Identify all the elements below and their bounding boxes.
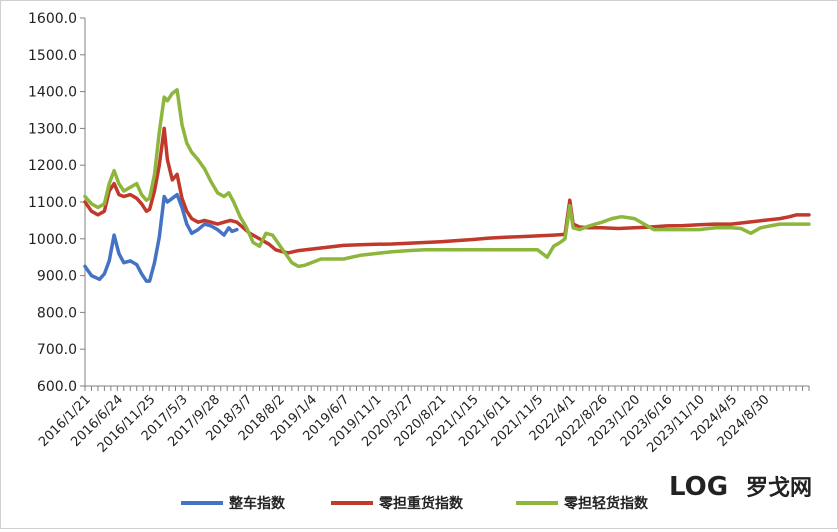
watermark-logo: LOG 罗戈网: [669, 472, 812, 502]
series-layer: [83, 88, 811, 283]
y-tick-label: 1300.0: [28, 121, 77, 137]
watermark-brand-text: 罗戈网: [746, 476, 812, 501]
legend: 整车指数 零担重货指数 零担轻货指数: [181, 495, 649, 512]
y-tick-label: 900.0: [37, 269, 77, 285]
series-line-2: [83, 88, 811, 269]
series-line-0: [83, 192, 239, 283]
y-tick-label: 1400.0: [28, 85, 77, 101]
legend-label-1: 零担重货指数: [378, 495, 464, 512]
y-tick-label: 1100.0: [28, 195, 77, 211]
series-line-1: [83, 126, 811, 255]
y-tick-label: 800.0: [37, 305, 77, 321]
y-tick-label: 600.0: [37, 379, 77, 395]
legend-label-0: 整车指数: [228, 495, 286, 512]
y-tick-label: 1000.0: [28, 232, 77, 248]
legend-label-2: 零担轻货指数: [563, 495, 649, 512]
y-axis: 600.0 700.0 800.0 900.0 1000.0 1100.0 1200.0 13…: [28, 11, 86, 395]
watermark-logo-text: LOG: [669, 472, 728, 502]
x-axis: 2016/1/212016/6/242016/11/252017/5/32017…: [36, 385, 810, 456]
y-tick-label: 700.0: [37, 342, 77, 358]
y-tick-label: 1200.0: [28, 158, 77, 174]
y-tick-label: 1500.0: [28, 48, 77, 64]
y-tick-label: 1600.0: [28, 11, 77, 27]
